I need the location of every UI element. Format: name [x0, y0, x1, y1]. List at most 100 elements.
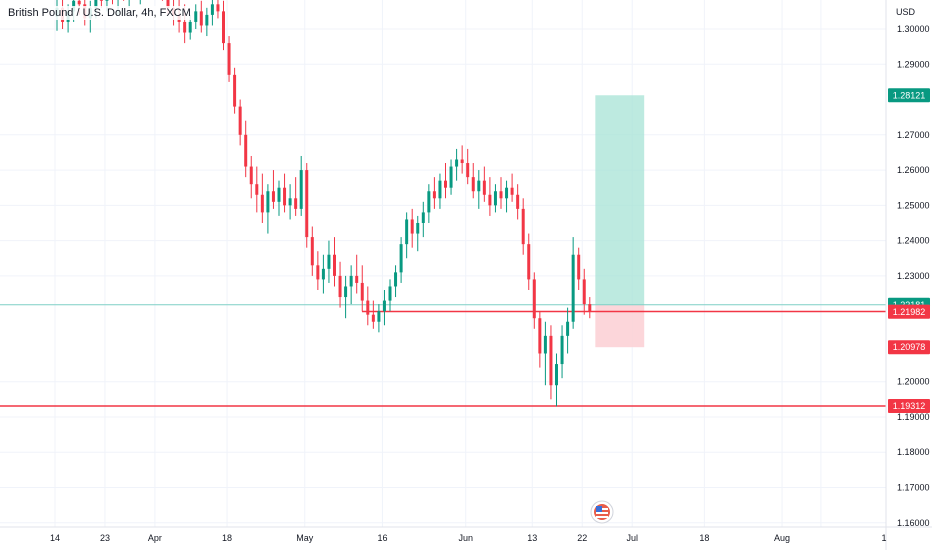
candle-body — [566, 321, 570, 336]
candle-body — [238, 106, 242, 135]
candle-body — [527, 244, 531, 280]
currency-label: USD — [896, 7, 916, 17]
candle-body — [349, 275, 353, 287]
y-tick-label: 1.16000 — [897, 518, 930, 528]
candle-body — [371, 314, 375, 322]
candle-body — [410, 219, 414, 234]
candle-body — [99, 0, 103, 1]
y-tick-label: 1.29000 — [897, 59, 930, 69]
candle-body — [488, 194, 492, 206]
y-tick-label: 1.27000 — [897, 130, 930, 140]
candle-body — [432, 191, 436, 199]
price-tag-label: 1.21982 — [893, 307, 926, 317]
candle-body — [321, 268, 325, 280]
candle-body — [471, 177, 475, 192]
candle-body — [310, 237, 314, 266]
candle-body — [183, 21, 187, 33]
x-tick-label: 16 — [377, 533, 387, 543]
candle-body — [521, 208, 525, 245]
price-tag[interactable] — [888, 88, 930, 103]
price-tag-label: 1.28121 — [893, 90, 926, 100]
x-tick-label: 23 — [100, 533, 110, 543]
event-flag-icon[interactable] — [590, 500, 614, 524]
candle-body — [299, 170, 303, 209]
candle-body — [505, 187, 509, 199]
candle-body — [388, 286, 392, 301]
candle-body — [244, 134, 248, 167]
y-tick-label: 1.23000 — [897, 271, 930, 281]
candle-body — [210, 4, 214, 15]
candle-body — [382, 300, 386, 312]
candle-body — [288, 198, 292, 206]
candle-body — [355, 275, 359, 283]
candle-body — [394, 272, 398, 287]
candle-body — [543, 335, 547, 354]
candle-body — [538, 318, 542, 354]
y-tick-label: 1.20000 — [897, 377, 930, 387]
candle-body — [460, 159, 464, 164]
candle-body — [555, 364, 558, 386]
x-tick-label: 22 — [577, 533, 587, 543]
x-tick-label: 1 — [881, 533, 886, 543]
candle-body — [360, 282, 364, 301]
candle-body — [205, 14, 209, 26]
candle-body — [455, 159, 459, 167]
symbol-title[interactable]: British Pound / U.S. Dollar, 4h, FXCM — [6, 6, 193, 20]
candle-body — [305, 170, 309, 238]
profit-zone[interactable] — [595, 95, 645, 305]
price-tag[interactable] — [888, 340, 930, 355]
candle-body — [283, 187, 287, 206]
candle-body — [582, 279, 586, 305]
candle-body — [338, 275, 342, 298]
candle-body — [94, 0, 98, 8]
x-tick-label: Jul — [626, 533, 638, 543]
y-tick-label: 1.19000 — [897, 412, 930, 422]
candle-body — [421, 212, 425, 223]
x-tick-label: May — [296, 533, 314, 543]
candle-body — [188, 21, 192, 33]
candle-body — [333, 254, 336, 276]
candle-body — [227, 43, 231, 75]
candle-body — [532, 279, 536, 319]
y-tick-label: 1.17000 — [897, 483, 930, 493]
candle-body — [560, 335, 564, 365]
candle-body — [571, 254, 575, 322]
candle-body — [194, 11, 198, 22]
candle-body — [260, 194, 264, 213]
y-tick-label: 1.18000 — [897, 447, 930, 457]
x-tick-label: Jun — [458, 533, 473, 543]
candle-body — [277, 187, 281, 202]
candle-body — [271, 191, 275, 202]
y-tick-label: 1.30000 — [897, 24, 930, 34]
candle-body — [405, 219, 409, 245]
candle-body — [466, 163, 470, 178]
candle-body — [416, 222, 420, 234]
y-tick-label: 1.24000 — [897, 236, 930, 246]
candle-body — [438, 180, 442, 199]
candle-body — [255, 184, 259, 195]
candle-body — [477, 180, 481, 192]
candle-body — [166, 0, 170, 8]
candle-body — [510, 187, 514, 195]
price-tag[interactable] — [888, 398, 930, 413]
price-tag-label: 1.20978 — [893, 342, 926, 352]
candle-body — [366, 300, 370, 315]
candle-body — [294, 198, 298, 209]
candle-body — [516, 194, 520, 209]
x-tick-label: 13 — [527, 533, 537, 543]
x-tick-label: Aug — [774, 533, 790, 543]
candle-body — [549, 335, 553, 386]
candle-body — [493, 191, 497, 206]
candle-body — [233, 74, 237, 107]
candle-body — [588, 304, 592, 312]
candle-body — [266, 191, 270, 213]
price-tag-label: 1.19312 — [893, 401, 926, 411]
candle-body — [577, 254, 581, 280]
candle-body — [199, 11, 203, 26]
candle-body — [427, 191, 431, 213]
candle-body — [249, 166, 253, 185]
candle-body — [327, 254, 331, 269]
price-tag[interactable] — [888, 304, 930, 319]
candle-body — [222, 11, 225, 44]
